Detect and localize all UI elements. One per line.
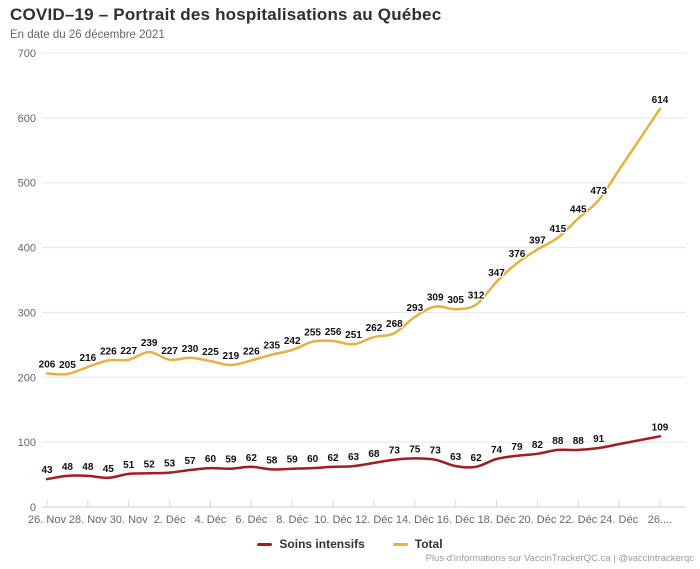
y-axis-tick-label: 100 <box>18 437 36 449</box>
x-axis-tick-label: 20. Déc <box>518 514 556 526</box>
chart-subtitle: En date du 26 décembre 2021 <box>10 29 165 41</box>
data-label: 60 <box>205 454 217 465</box>
data-label: 48 <box>82 462 94 473</box>
data-label: 62 <box>471 453 483 464</box>
line-chart-plot-area: 0 100 200 300 400 500 600 700 26. Nov 28. Nov 30. … <box>18 48 686 526</box>
legend-label-total: Total <box>414 537 443 551</box>
legend-line-marker-soins-intensifs <box>257 542 273 546</box>
x-axis-tick-label: 16. Déc <box>437 514 475 526</box>
x-axis-tick-label: 4. Déc <box>195 514 227 526</box>
data-label: 227 <box>161 346 178 357</box>
x-axis-tick-label: 26.... <box>648 514 672 526</box>
y-axis-tick-label: 600 <box>18 113 36 125</box>
data-label: 239 <box>141 338 158 349</box>
data-label: 75 <box>409 444 421 455</box>
x-axis-tick-label: 2. Déc <box>154 514 186 526</box>
data-label: 347 <box>488 268 505 279</box>
x-axis-tick-label: 6. Déc <box>235 514 267 526</box>
x-axis-tick-label: 18. Déc <box>478 514 516 526</box>
data-label: 82 <box>532 440 544 451</box>
data-label: 59 <box>287 455 299 466</box>
data-label: 235 <box>263 341 280 352</box>
data-label: 109 <box>652 422 669 433</box>
data-label: 216 <box>80 353 97 364</box>
data-label: 255 <box>304 328 321 339</box>
data-label: 73 <box>430 446 442 457</box>
data-label: 445 <box>570 204 587 215</box>
legend: Soins intensifs Total <box>0 537 700 551</box>
series-line-total <box>45 107 662 376</box>
data-label: 227 <box>120 346 137 357</box>
y-axis-tick-label: 0 <box>30 502 36 514</box>
series-line-soins-intensifs <box>45 435 662 481</box>
data-label: 226 <box>243 346 260 357</box>
data-label: 268 <box>386 319 403 330</box>
data-label: 73 <box>389 446 401 457</box>
chart-title: COVID–19 – Portrait des hospitalisations… <box>10 5 442 24</box>
y-axis-tick-label: 400 <box>18 243 36 255</box>
y-axis-tick-label: 700 <box>18 48 36 60</box>
data-label: 88 <box>552 436 564 447</box>
data-label: 415 <box>549 224 566 235</box>
data-label: 219 <box>223 351 240 362</box>
data-label: 206 <box>39 359 56 370</box>
x-axis-tick-label: 22. Déc <box>559 514 597 526</box>
x-axis-tick-label: 24. Déc <box>600 514 638 526</box>
data-label: 242 <box>284 336 301 347</box>
data-label: 79 <box>511 442 523 453</box>
data-label: 68 <box>368 449 380 460</box>
credit-text: Plus d'informations sur VaccinTrackerQC.… <box>425 553 694 564</box>
data-label: 376 <box>509 249 526 260</box>
data-label: 45 <box>103 464 115 475</box>
data-label: 309 <box>427 293 444 304</box>
data-label: 60 <box>307 454 319 465</box>
data-label: 225 <box>202 347 219 358</box>
data-label: 397 <box>529 236 546 247</box>
data-label: 230 <box>182 344 199 355</box>
data-label: 88 <box>573 436 585 447</box>
x-axis-tick-label: 8. Déc <box>276 514 308 526</box>
y-axis-tick-label: 500 <box>18 178 36 190</box>
x-axis-tick-label: 26. Nov <box>28 514 66 526</box>
data-label: 59 <box>225 455 237 466</box>
data-label: 312 <box>468 291 485 302</box>
data-label: 91 <box>593 434 605 445</box>
data-label: 63 <box>348 452 360 463</box>
data-label: 51 <box>123 460 135 471</box>
data-label: 57 <box>184 456 196 467</box>
data-label: 614 <box>652 95 669 106</box>
data-label: 62 <box>328 453 340 464</box>
x-axis-tick-label: 12. Déc <box>355 514 393 526</box>
y-axis-tick-label: 200 <box>18 372 36 384</box>
data-label: 58 <box>266 455 278 466</box>
data-label: 63 <box>450 452 462 463</box>
data-label: 226 <box>100 346 117 357</box>
data-label: 305 <box>447 295 464 306</box>
data-label: 262 <box>366 323 383 334</box>
y-axis-tick-label: 300 <box>18 307 36 319</box>
legend-item-soins-intensifs[interactable]: Soins intensifs <box>257 537 365 551</box>
data-label: 256 <box>325 327 342 338</box>
data-label: 48 <box>62 462 74 473</box>
data-label: 52 <box>144 459 156 470</box>
data-label: 251 <box>345 330 362 341</box>
x-axis-tick-label: 30. Nov <box>110 514 148 526</box>
data-label: 43 <box>41 465 53 476</box>
x-axis-tick-label: 14. Déc <box>396 514 434 526</box>
data-label: 62 <box>246 453 258 464</box>
legend-label-soins-intensifs: Soins intensifs <box>279 537 365 551</box>
data-label: 473 <box>590 186 607 197</box>
data-label: 205 <box>59 360 76 371</box>
x-axis-tick-label: 10. Déc <box>314 514 352 526</box>
legend-line-marker-total <box>392 542 408 546</box>
data-label: 53 <box>164 459 176 470</box>
x-axis-tick-label: 28. Nov <box>69 514 107 526</box>
legend-item-total[interactable]: Total <box>392 537 443 551</box>
data-label: 74 <box>491 445 503 456</box>
data-label: 293 <box>406 303 423 314</box>
